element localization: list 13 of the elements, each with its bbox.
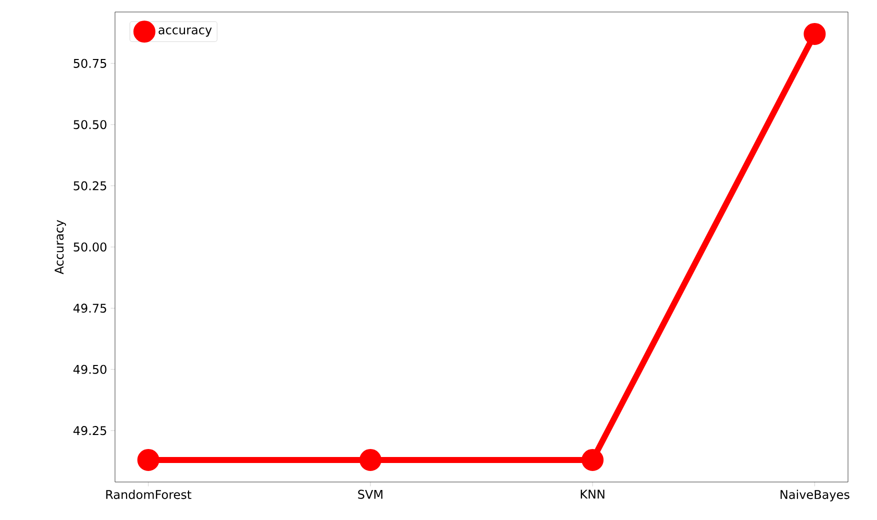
y-tick-label: 50.50 — [74, 120, 106, 130]
y-tick-label: 50.75 — [74, 58, 106, 68]
x-tick-label: NaiveBayes — [780, 490, 850, 502]
y-tick-label: 49.75 — [73, 304, 106, 313]
x-tick-label: KNN — [580, 490, 604, 499]
y-tick-label: 49.25 — [73, 426, 106, 436]
y-tick-label: 50.25 — [74, 181, 106, 190]
y-tick-label: 49.50 — [73, 364, 106, 374]
y-axis-title: Accuracy — [54, 220, 66, 274]
x-tick-label: SVM — [358, 490, 382, 499]
legend-label: accuracy — [158, 28, 212, 37]
x-tick-label: RandomForest — [106, 490, 192, 500]
y-tick-label: 50.00 — [74, 242, 106, 252]
